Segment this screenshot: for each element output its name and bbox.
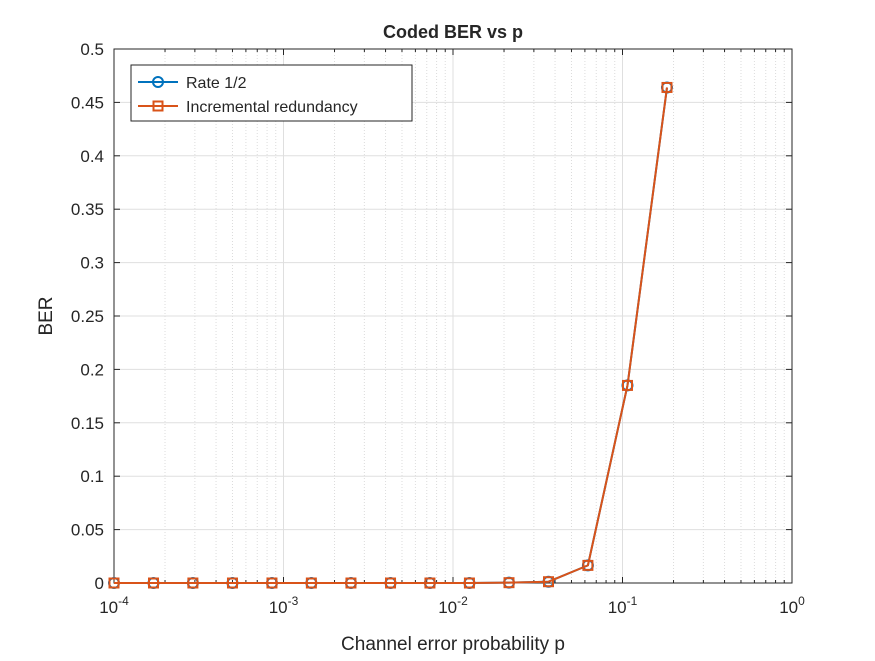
data-point (345, 577, 357, 589)
data-point (621, 379, 633, 391)
series-line (114, 87, 668, 584)
y-tick-label: 0.4 (80, 147, 104, 166)
legend-label: Rate 1/2 (186, 75, 247, 92)
data-point (543, 576, 555, 588)
data-point (503, 577, 515, 589)
x-tick-label: 10-1 (608, 594, 638, 617)
data-point (108, 577, 120, 589)
legend-marker (152, 76, 164, 88)
data-point (305, 577, 317, 589)
series-layer (108, 81, 673, 589)
data-point (582, 559, 594, 571)
y-tick-label: 0 (95, 574, 104, 593)
legend-label: Incremental redundancy (186, 99, 358, 116)
y-tick-label: 0.3 (80, 254, 104, 273)
x-tick-labels: 10-4 10-3 10-2 10-1 100 (99, 594, 805, 617)
series-2 (108, 81, 673, 589)
data-point (187, 577, 199, 589)
data-point (147, 577, 159, 589)
x-tick-label: 10-2 (438, 594, 468, 617)
y-axis-label: BER (36, 296, 57, 335)
data-point (226, 577, 238, 589)
data-point (661, 81, 673, 93)
data-point (424, 577, 436, 589)
x-tick-label: 100 (779, 594, 805, 617)
x-axis-label: Channel error probability p (341, 634, 565, 655)
y-tick-label: 0.45 (71, 93, 104, 112)
legend: Rate 1/2 Incremental redundancy (130, 64, 413, 122)
y-tick-label: 0.1 (80, 467, 104, 486)
y-tick-label: 0.15 (71, 414, 104, 433)
legend-box (130, 64, 413, 122)
x-tick-label: 10-3 (269, 594, 299, 617)
y-tick-labels: 0 0.05 0.1 0.15 0.2 0.25 0.3 0.35 0.4 0.45 0.5 (71, 40, 104, 593)
x-tick-label: 10-4 (99, 594, 129, 617)
legend-item: Rate 1/2 (138, 75, 247, 92)
data-point (463, 577, 475, 589)
legend-item: Incremental redundancy (138, 99, 358, 116)
y-tick-label: 0.05 (71, 521, 104, 540)
chart-title: Coded BER vs p (383, 22, 523, 42)
data-point (385, 577, 397, 589)
legend-marker (152, 100, 164, 112)
y-tick-label: 0.35 (71, 200, 104, 219)
data-point (266, 577, 278, 589)
y-tick-label: 0.5 (80, 40, 104, 59)
y-tick-label: 0.2 (80, 360, 104, 379)
y-tick-label: 0.25 (71, 307, 104, 326)
